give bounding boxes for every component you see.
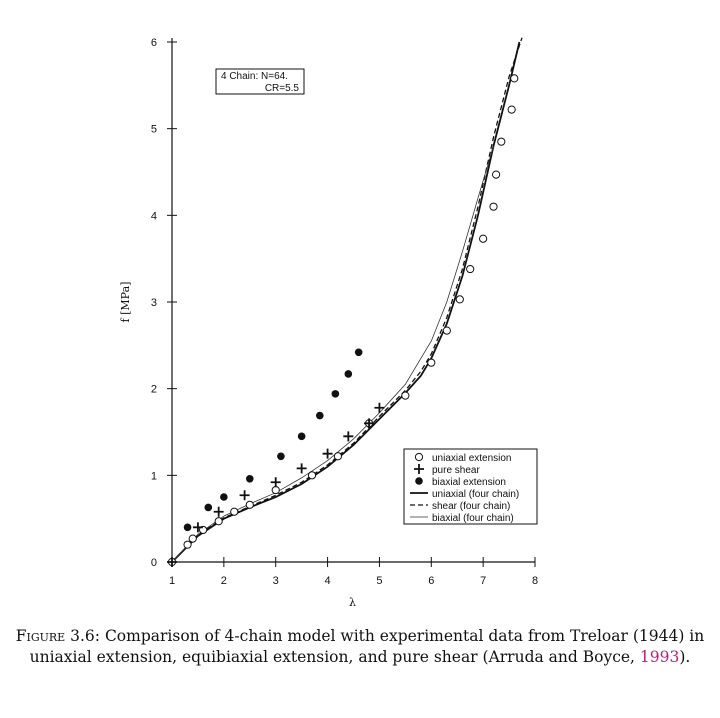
uniaxial-point — [510, 74, 519, 83]
annotation-line-1: 4 Chain: N=64. — [221, 71, 288, 82]
uniaxial-point — [188, 534, 197, 543]
x-tick-label: 5 — [376, 575, 382, 587]
annotation-line-2: CR=5.5 — [265, 83, 300, 94]
uniaxial-point — [442, 326, 451, 335]
uniaxial-point — [230, 507, 239, 516]
biaxial-point — [344, 370, 353, 378]
pure-shear-point — [192, 522, 203, 533]
biaxial-point — [297, 432, 306, 441]
biaxial-point — [354, 348, 363, 357]
legend-label: biaxial extension — [432, 477, 506, 488]
x-tick-label: 2 — [221, 575, 227, 587]
uniaxial-point — [214, 517, 223, 526]
biaxial-point — [331, 390, 340, 398]
uniaxial-point — [497, 137, 506, 146]
data-markers — [167, 74, 519, 567]
x-tick-label: 8 — [532, 575, 538, 587]
uniaxial-point — [479, 234, 488, 243]
legend-marker-filled-circle — [415, 477, 423, 485]
uniaxial-point — [245, 500, 254, 509]
uniaxial-point — [492, 170, 501, 179]
y-tick-label: 4 — [151, 210, 157, 222]
uniaxial-point — [183, 540, 192, 549]
uniaxial-point — [427, 358, 436, 367]
figure-caption: Figure 3.6: Comparison of 4-chain model … — [10, 626, 710, 668]
y-tick-label: 0 — [151, 557, 157, 569]
legend-marker-open-circle — [414, 452, 424, 462]
curve-shear-four-chain — [171, 37, 523, 563]
pure-shear-point — [239, 490, 250, 501]
biaxial-point — [245, 475, 254, 483]
pure-shear-point — [322, 448, 333, 459]
biaxial-point — [183, 523, 192, 532]
caption-end: ). — [679, 648, 691, 666]
legend-label: shear (four chain) — [432, 501, 510, 512]
x-tick-label: 4 — [325, 575, 331, 587]
pure-shear-point — [296, 463, 307, 474]
curve-uniaxial-four-chain — [171, 41, 521, 563]
x-tick-label: 6 — [428, 575, 434, 587]
legend-marker-plus — [414, 464, 424, 474]
pure-shear-point — [270, 477, 281, 488]
x-tick-label: 7 — [480, 575, 486, 587]
pure-shear-point — [374, 402, 385, 413]
pure-shear-point — [364, 418, 375, 429]
caption-label: Figure 3.6: — [15, 627, 101, 645]
legend-label: uniaxial extension — [432, 453, 512, 464]
biaxial-point — [315, 411, 324, 420]
annotation-box: 4 Chain: N=64. CR=5.5 — [215, 68, 305, 95]
uniaxial-point — [401, 391, 410, 400]
caption-citation-link[interactable]: 1993 — [639, 648, 680, 666]
y-tick-label: 6 — [151, 37, 157, 49]
uniaxial-point — [271, 485, 280, 495]
pure-shear-point — [167, 557, 177, 567]
pure-shear-point — [213, 506, 224, 517]
uniaxial-point — [466, 264, 475, 274]
biaxial-point — [277, 452, 285, 461]
caption-text: Comparison of 4-chain model with experim… — [29, 627, 705, 666]
y-tick-label: 1 — [151, 470, 157, 482]
uniaxial-point — [307, 471, 317, 480]
pure-shear-point — [343, 431, 354, 442]
uniaxial-point — [489, 202, 498, 211]
biaxial-point — [220, 493, 228, 501]
legend-label: uniaxial (four chain) — [432, 489, 519, 500]
y-tick-label: 5 — [151, 124, 157, 136]
uniaxial-point — [455, 295, 464, 304]
y-tick-label: 2 — [151, 384, 157, 396]
uniaxial-point — [507, 105, 516, 114]
biaxial-point — [204, 503, 213, 512]
y-tick-label: 3 — [151, 297, 157, 309]
x-tick-label: 1 — [169, 575, 175, 587]
x-axis-title: λ — [349, 596, 356, 609]
uniaxial-point — [333, 452, 343, 461]
legend-label: biaxial (four chain) — [432, 513, 514, 524]
x-tick-label: 3 — [273, 575, 279, 587]
y-axis-title: f [MPa] — [119, 282, 132, 323]
legend-label: pure shear — [432, 465, 480, 476]
